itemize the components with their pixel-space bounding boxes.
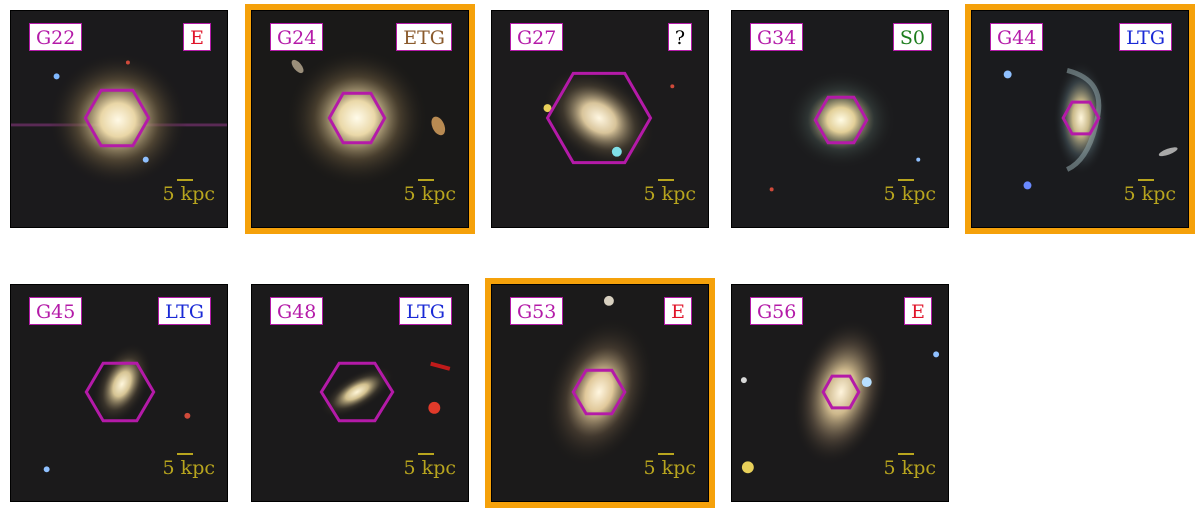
hexagon-marker	[319, 361, 395, 423]
scale-text: 5 kpc	[403, 457, 456, 479]
galaxy-class-label: LTG	[1119, 23, 1172, 51]
galaxy-id-label: G34	[750, 23, 804, 51]
panel-g22: G22 E 5 kpc	[10, 10, 228, 228]
scale-bar-label: 5 kpc	[643, 179, 696, 205]
scale-bar-label: 5 kpc	[403, 453, 456, 479]
galaxy-class-label: E	[183, 23, 211, 51]
panel-g56: G56 E 5 kpc	[731, 284, 949, 502]
panel-g48: G48 LTG 5 kpc	[251, 284, 469, 502]
galaxy-id-label: G24	[270, 23, 324, 51]
galaxy-id-label: G56	[750, 297, 804, 325]
hexagon-marker	[327, 91, 387, 145]
galaxy-class-label: LTG	[158, 297, 211, 325]
scale-bar-label: 5 kpc	[643, 453, 696, 479]
scale-bar	[897, 453, 914, 455]
galaxy-id-label: G45	[29, 297, 83, 325]
hexagon-marker	[813, 95, 869, 145]
panel-g44: G44 LTG 5 kpc	[965, 4, 1195, 234]
hexagon-marker	[545, 71, 653, 165]
hexagon-marker	[571, 368, 627, 416]
scale-bar-label: 5 kpc	[883, 179, 936, 205]
scale-text: 5 kpc	[1123, 183, 1176, 205]
scale-bar	[657, 179, 674, 181]
galaxy-id-label: G44	[990, 23, 1044, 51]
galaxy-class-label: ?	[667, 23, 692, 51]
galaxy-id-label: G53	[510, 297, 564, 325]
galaxy-id-label: G27	[510, 23, 564, 51]
scale-text: 5 kpc	[643, 457, 696, 479]
scale-bar-label: 5 kpc	[883, 453, 936, 479]
scale-text: 5 kpc	[162, 183, 215, 205]
scale-bar	[176, 179, 193, 181]
scale-text: 5 kpc	[643, 183, 696, 205]
scale-text: 5 kpc	[162, 457, 215, 479]
galaxy-id-label: G48	[270, 297, 324, 325]
galaxy-id-label: G22	[29, 23, 83, 51]
scale-bar	[176, 453, 193, 455]
scale-text: 5 kpc	[883, 457, 936, 479]
scale-bar	[657, 453, 674, 455]
hexagon-marker	[84, 361, 156, 423]
scale-bar	[1137, 179, 1154, 181]
galaxy-image-g53	[492, 285, 708, 501]
hexagon-marker	[1061, 100, 1101, 136]
scale-bar	[417, 453, 434, 455]
hexagon-marker	[821, 374, 861, 410]
scale-bar-label: 5 kpc	[162, 453, 215, 479]
scale-bar	[897, 179, 914, 181]
galaxy-class-label: E	[904, 297, 932, 325]
scale-bar-label: 5 kpc	[1123, 179, 1176, 205]
scale-bar	[417, 179, 434, 181]
galaxy-class-label: E	[664, 297, 692, 325]
panel-g27: G27 ? 5 kpc	[491, 10, 709, 228]
scale-text: 5 kpc	[883, 183, 936, 205]
panel-g45: G45 LTG 5 kpc	[10, 284, 228, 502]
galaxy-class-label: ETG	[396, 23, 452, 51]
scale-bar-label: 5 kpc	[403, 179, 456, 205]
hexagon-marker	[83, 88, 151, 148]
scale-text: 5 kpc	[403, 183, 456, 205]
scale-bar-label: 5 kpc	[162, 179, 215, 205]
panel-g24: G24 ETG 5 kpc	[245, 4, 475, 234]
panel-g53: G53 E 5 kpc	[485, 278, 715, 508]
galaxy-class-label: LTG	[399, 297, 452, 325]
panel-g34: G34 S0 5 kpc	[731, 10, 949, 228]
galaxy-class-label: S0	[892, 23, 932, 51]
